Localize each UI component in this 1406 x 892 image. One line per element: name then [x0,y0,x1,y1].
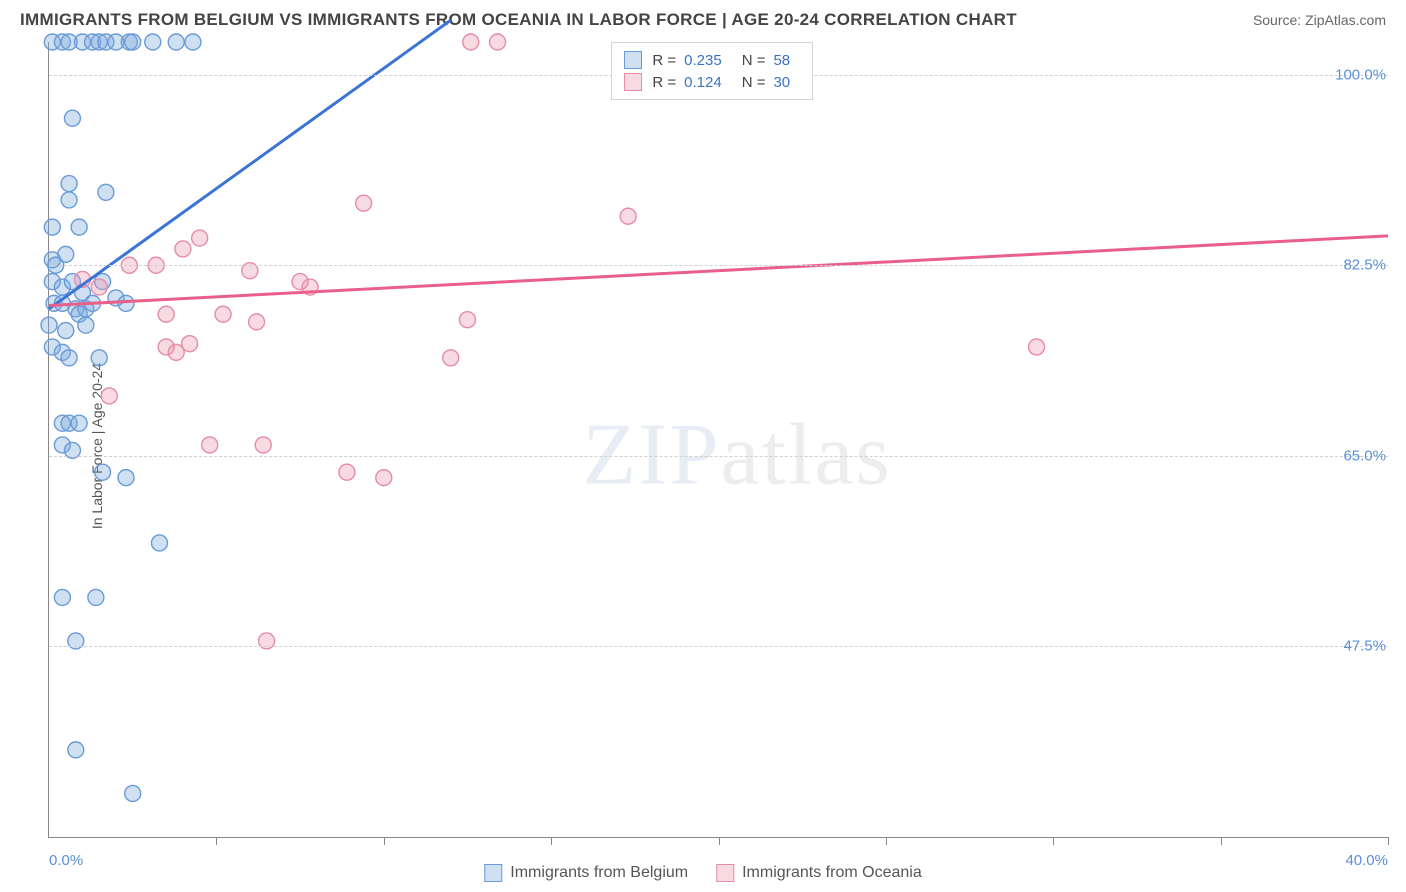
legend-swatch [484,864,502,882]
data-point [249,314,265,330]
data-point [125,34,141,50]
legend-label: Immigrants from Oceania [742,864,922,882]
data-point [88,589,104,605]
legend-label: Immigrants from Belgium [510,864,688,882]
x-tick [216,837,217,845]
data-point [91,350,107,366]
data-point [356,195,372,211]
x-axis-max-label: 40.0% [1345,852,1388,869]
data-point [463,34,479,50]
y-tick-label: 65.0% [1339,447,1390,464]
legend-item: Immigrants from Belgium [484,864,688,882]
x-tick [1221,837,1222,845]
data-point [71,415,87,431]
data-point [168,34,184,50]
data-point [339,464,355,480]
data-point [78,317,94,333]
data-point [101,388,117,404]
legend-swatch [624,73,642,91]
chart-plot-area: ZIPatlas R =0.235N =58R =0.124N =30 0.0%… [48,42,1388,838]
data-point [215,306,231,322]
legend-row: R =0.124N =30 [624,71,800,93]
data-point [192,230,208,246]
x-tick [1388,837,1389,845]
legend-swatch [624,51,642,69]
gridline [49,646,1388,647]
data-point [175,241,191,257]
data-point [54,589,70,605]
gridline [49,456,1388,457]
data-point [58,323,74,339]
data-point [61,192,77,208]
data-point [125,785,141,801]
x-tick [551,837,552,845]
data-point [459,312,475,328]
data-point [202,437,218,453]
data-point [71,219,87,235]
chart-title: IMMIGRANTS FROM BELGIUM VS IMMIGRANTS FR… [20,10,1017,30]
source-label: Source: ZipAtlas.com [1253,12,1386,28]
data-point [620,208,636,224]
data-point [98,184,114,200]
series-legend: Immigrants from Belgium Immigrants from O… [484,864,921,882]
data-point [151,535,167,551]
y-tick-label: 47.5% [1339,638,1390,655]
data-point [118,295,134,311]
data-point [185,34,201,50]
data-point [41,317,57,333]
data-point [95,464,111,480]
scatter-svg [49,42,1388,837]
data-point [61,176,77,192]
data-point [118,470,134,486]
data-point [44,219,60,235]
data-point [145,34,161,50]
x-tick [886,837,887,845]
legend-row: R =0.235N =58 [624,49,800,71]
legend-swatch [716,864,734,882]
x-tick [719,837,720,845]
x-tick [1053,837,1054,845]
data-point [68,742,84,758]
y-tick-label: 82.5% [1339,257,1390,274]
data-point [168,344,184,360]
data-point [61,350,77,366]
data-point [490,34,506,50]
data-point [91,279,107,295]
data-point [1029,339,1045,355]
x-tick [384,837,385,845]
data-point [255,437,271,453]
x-axis-min-label: 0.0% [49,852,83,869]
data-point [158,306,174,322]
correlation-legend: R =0.235N =58R =0.124N =30 [611,42,813,100]
data-point [376,470,392,486]
data-point [443,350,459,366]
data-point [64,110,80,126]
y-tick-label: 100.0% [1331,66,1390,83]
gridline [49,265,1388,266]
legend-item: Immigrants from Oceania [716,864,922,882]
